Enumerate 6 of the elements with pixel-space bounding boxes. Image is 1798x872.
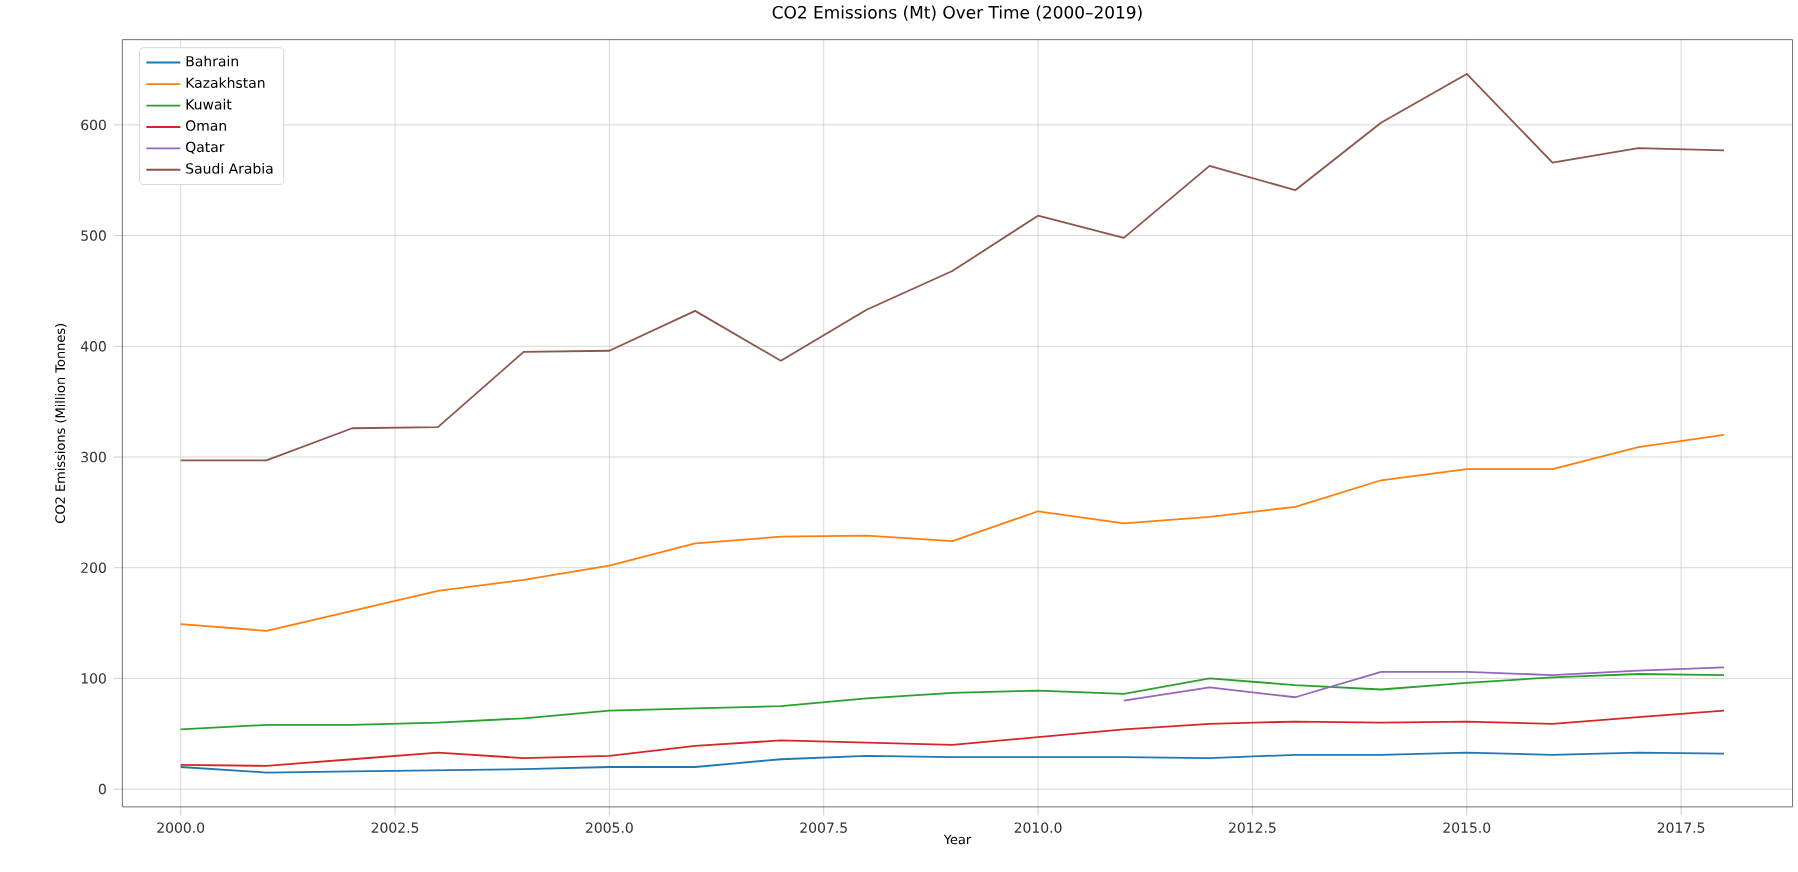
line-series <box>179 673 1725 731</box>
line-series <box>1122 666 1725 702</box>
chart-title: CO2 Emissions (Mt) Over Time (2000–2019) <box>772 5 1142 21</box>
line-series <box>179 73 1725 462</box>
line-series <box>179 434 1725 632</box>
line-series <box>179 709 1725 767</box>
